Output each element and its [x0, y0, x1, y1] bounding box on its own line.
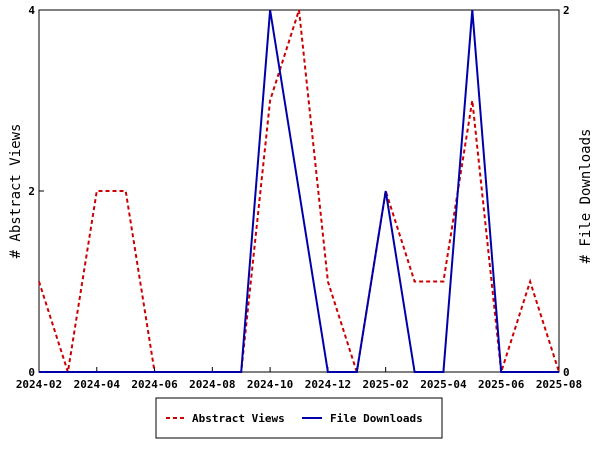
x-tick-label: 2024-06	[131, 378, 178, 391]
x-tick-label: 2025-06	[478, 378, 525, 391]
x-tick-label: 2024-08	[189, 378, 235, 391]
ticks: 2024-02 2024-04 2024-06 2024-08 2024-10 2024-…	[16, 4, 582, 391]
x-tick-label: 2024-02	[16, 378, 62, 391]
series-lines	[38, 9, 560, 373]
x-tick-label: 2025-02	[362, 378, 408, 391]
x-tick-label: 2025-08	[536, 378, 582, 391]
series-line-abstract-views	[38, 9, 560, 373]
legend-label-abstract-views: Abstract Views	[192, 412, 285, 425]
y-right-tick-label: 2	[563, 4, 570, 17]
x-tick-label: 2025-04	[420, 378, 467, 391]
y-axis-right-title: # File Downloads	[578, 129, 594, 264]
x-tick-label: 2024-12	[305, 378, 351, 391]
legend-label-file-downloads: File Downloads	[330, 412, 423, 425]
legend: Abstract Views File Downloads	[155, 397, 443, 439]
series-line-file-downloads	[39, 9, 559, 373]
x-tick-label: 2024-10	[247, 378, 293, 391]
y-axis-left-title: # Abstract Views	[8, 124, 24, 259]
y-right-tick-label: 0	[563, 366, 570, 379]
y-left-tick-label: 0	[28, 366, 35, 379]
y-left-tick-label: 4	[28, 4, 35, 17]
legend-box	[155, 397, 443, 439]
x-tick-label: 2024-04	[74, 378, 121, 391]
y-left-tick-label: 2	[28, 185, 35, 198]
